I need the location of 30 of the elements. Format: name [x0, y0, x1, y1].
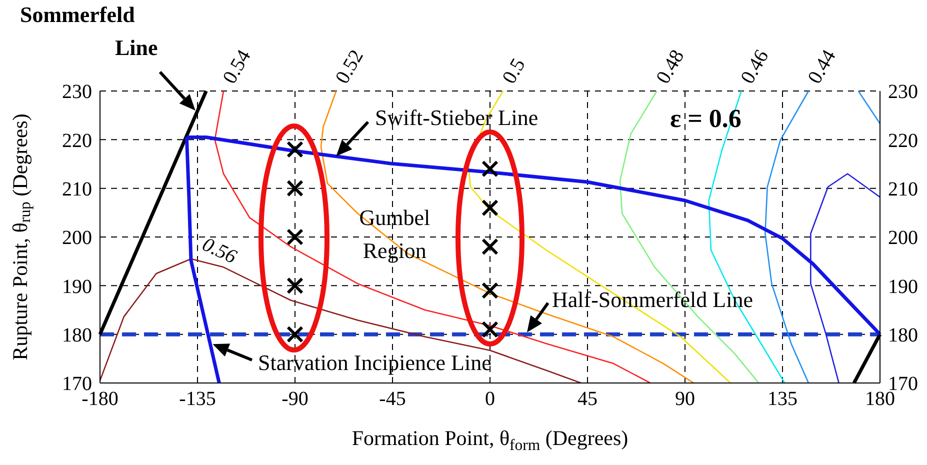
annotation: Sommerfeld Line	[20, 2, 158, 60]
y-tick-label: 210	[62, 178, 92, 200]
text: 0.5	[498, 54, 530, 88]
y2-tick-label: 220	[888, 130, 918, 152]
y2-tick-label: 210	[888, 178, 918, 200]
y2-tick-label: 230	[888, 81, 918, 104]
x-tick-label: -45	[379, 388, 406, 410]
text: 0.52	[331, 46, 368, 88]
y-tick-label: 180	[62, 324, 92, 346]
text: 0.54	[218, 46, 256, 88]
y-tick-label: 190	[62, 276, 92, 298]
y-tick-label: 220	[62, 130, 92, 152]
x-tick-label: -135	[179, 388, 216, 410]
text: 0.56	[198, 233, 240, 268]
x-tick-label: 0	[485, 388, 495, 410]
text: 0.46	[736, 46, 774, 88]
y2-tick-label: 190	[888, 276, 918, 298]
text: 0.48	[652, 46, 689, 88]
y-tick-label: 230	[62, 81, 92, 104]
annotation: Starvation Incipience Line	[258, 350, 492, 375]
x-tick-label: 45	[578, 388, 598, 410]
y2-tick-label: 180	[888, 324, 918, 346]
x-tick-label: 90	[675, 388, 695, 410]
x-tick-label: -90	[282, 388, 308, 410]
x-tick-label: 135	[768, 388, 798, 410]
y-tick-label: 200	[62, 227, 92, 250]
y-tick-label: 170	[62, 373, 92, 396]
text: 0.44	[804, 46, 840, 88]
x-axis-title: Formation Point, θ$_{form}$ (Degrees)	[352, 426, 628, 454]
y2-tick-label: 200	[888, 227, 918, 250]
